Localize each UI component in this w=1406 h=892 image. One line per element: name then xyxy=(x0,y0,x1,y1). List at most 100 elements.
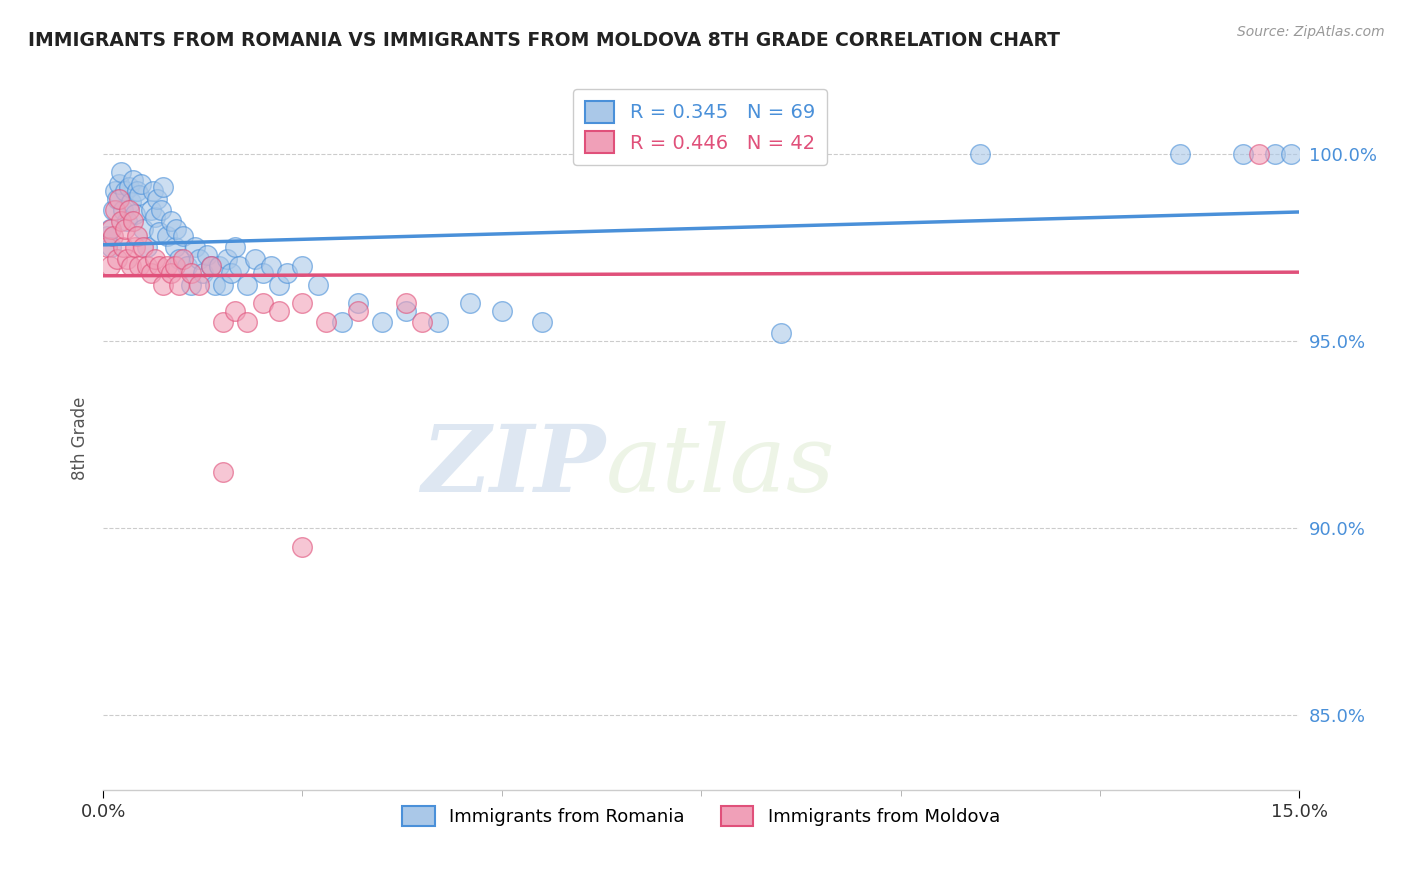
Point xyxy=(1249,146,1271,161)
Point xyxy=(148,259,170,273)
Point xyxy=(143,211,166,225)
Point xyxy=(371,315,394,329)
Point xyxy=(315,315,337,329)
Point xyxy=(100,240,122,254)
Point xyxy=(291,296,314,310)
Point xyxy=(224,240,246,254)
Point xyxy=(411,315,433,329)
Point xyxy=(267,277,290,292)
Point xyxy=(148,225,170,239)
Point xyxy=(458,296,481,310)
Point xyxy=(235,277,257,292)
Point xyxy=(969,146,991,161)
Point xyxy=(132,240,155,254)
Point xyxy=(114,221,136,235)
Point xyxy=(224,304,246,318)
Point xyxy=(176,259,198,273)
Point xyxy=(307,277,329,292)
Point xyxy=(128,259,150,273)
Text: atlas: atlas xyxy=(606,421,835,511)
Point xyxy=(149,202,172,217)
Point xyxy=(110,165,132,179)
Point xyxy=(98,221,121,235)
Point xyxy=(276,267,298,281)
Point xyxy=(243,252,266,266)
Point xyxy=(136,240,159,254)
Point xyxy=(347,296,370,310)
Point xyxy=(101,229,124,244)
Point xyxy=(200,259,222,273)
Point xyxy=(156,229,179,244)
Point xyxy=(101,202,124,217)
Point xyxy=(96,240,118,254)
Point xyxy=(491,304,513,318)
Point xyxy=(112,202,135,217)
Point xyxy=(131,177,153,191)
Point xyxy=(136,259,159,273)
Point xyxy=(172,229,194,244)
Point xyxy=(1232,146,1254,161)
Point xyxy=(110,214,132,228)
Point xyxy=(163,259,186,273)
Point xyxy=(215,252,238,266)
Legend: Immigrants from Romania, Immigrants from Moldova: Immigrants from Romania, Immigrants from… xyxy=(395,798,1007,834)
Point xyxy=(115,214,138,228)
Point xyxy=(107,252,129,266)
Point xyxy=(160,214,183,228)
Point xyxy=(180,267,202,281)
Point xyxy=(347,304,370,318)
Point xyxy=(128,187,150,202)
Point xyxy=(1264,146,1286,161)
Point xyxy=(291,540,314,554)
Point xyxy=(146,192,169,206)
Point xyxy=(125,184,148,198)
Point xyxy=(167,277,190,292)
Point xyxy=(125,229,148,244)
Point xyxy=(195,248,218,262)
Point xyxy=(184,240,207,254)
Point xyxy=(108,192,131,206)
Point xyxy=(160,267,183,281)
Point xyxy=(122,173,145,187)
Point xyxy=(291,259,314,273)
Point xyxy=(395,296,418,310)
Point xyxy=(163,240,186,254)
Point xyxy=(122,214,145,228)
Point xyxy=(259,259,281,273)
Point xyxy=(115,252,138,266)
Point xyxy=(187,252,209,266)
Point xyxy=(208,259,231,273)
Point xyxy=(104,184,127,198)
Point xyxy=(211,315,233,329)
Point xyxy=(117,180,139,194)
Point xyxy=(427,315,450,329)
Point xyxy=(204,277,226,292)
Point xyxy=(96,229,118,244)
Point xyxy=(152,180,174,194)
Point xyxy=(142,184,165,198)
Point xyxy=(180,277,202,292)
Point xyxy=(330,315,353,329)
Point xyxy=(107,192,129,206)
Point xyxy=(114,184,136,198)
Point xyxy=(98,259,121,273)
Point xyxy=(769,326,792,341)
Point xyxy=(117,202,139,217)
Point xyxy=(172,252,194,266)
Point xyxy=(139,202,162,217)
Point xyxy=(191,267,214,281)
Point xyxy=(530,315,553,329)
Point xyxy=(219,267,242,281)
Point xyxy=(167,252,190,266)
Point xyxy=(104,202,127,217)
Point xyxy=(156,259,179,273)
Point xyxy=(124,240,146,254)
Point xyxy=(120,259,142,273)
Point xyxy=(112,240,135,254)
Point xyxy=(120,195,142,210)
Point xyxy=(152,277,174,292)
Point xyxy=(211,277,233,292)
Point xyxy=(252,296,274,310)
Point xyxy=(108,177,131,191)
Point xyxy=(211,465,233,479)
